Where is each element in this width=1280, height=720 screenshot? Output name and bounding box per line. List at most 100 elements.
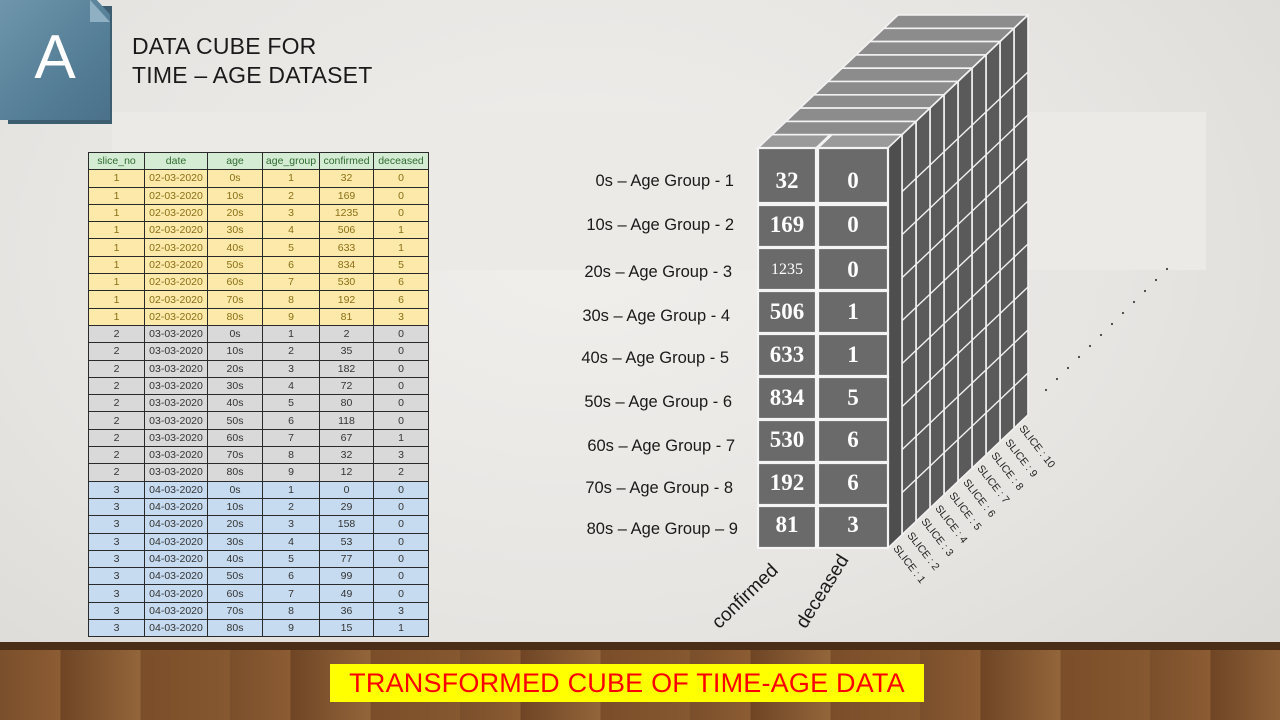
- table-cell-age-group: 7: [262, 428, 320, 448]
- cube-slice-gridline: [1013, 286, 1029, 301]
- table-cell-deceased: 1: [373, 221, 429, 240]
- table-cell-confirmed: 99: [319, 567, 374, 586]
- cube-slice-gridline: [957, 339, 973, 355]
- table-cell-age: 60s: [207, 584, 263, 603]
- cube-slice-gridline: [957, 210, 973, 226]
- cube-row-label: 10s – Age Group - 2: [586, 216, 734, 234]
- table-row: 1 02-03-2020 20s 3 1235 0: [88, 203, 429, 223]
- table-row: 1 02-03-2020 10s 2 169 0: [88, 186, 429, 205]
- section-badge: A: [0, 0, 118, 126]
- cube-deceased-value: 5: [847, 385, 859, 410]
- cube-slice-gridline: [971, 111, 987, 126]
- cube-slice-gridline: [999, 27, 1015, 43]
- data-cube: [755, 13, 1169, 550]
- table-header-row: slice_no date age age_group confirmed decease…: [88, 151, 429, 171]
- cube-slice-gridline: [943, 352, 959, 368]
- cube-slice-gridline: [985, 184, 1001, 199]
- cube-cell-confirmed: [756, 146, 818, 205]
- table-cell-deceased: 5: [373, 255, 429, 275]
- cube-confirmed-value: 81: [775, 512, 799, 537]
- table-cell-deceased: 3: [373, 307, 429, 326]
- table-cell-date: 03-03-2020: [144, 376, 208, 396]
- cube-cell-confirmed: [756, 461, 818, 507]
- cube-slice-top: [839, 54, 989, 69]
- table-header-confirmed: confirmed: [319, 151, 374, 171]
- table-cell-confirmed: 29: [319, 497, 374, 517]
- cube-cell-deceased: [816, 461, 890, 507]
- table-cell-slice-no: 3: [88, 532, 145, 551]
- cube-cell-deceased: [816, 504, 890, 550]
- cube-slice-gridline: [971, 326, 987, 341]
- cube-cell-confirmed: [756, 203, 818, 249]
- table-cell-confirmed: 32: [319, 446, 374, 465]
- table-cell-deceased: 1: [373, 238, 429, 257]
- table-cell-slice-no: 2: [88, 324, 145, 344]
- cube-slice-gridline: [985, 141, 1001, 156]
- cube-slice-gridline: [943, 395, 959, 411]
- cube-slice-gridline: [985, 313, 1001, 328]
- table-cell-age-group: 8: [262, 601, 320, 621]
- table-cell-confirmed: 81: [319, 307, 374, 326]
- floor-edge: [0, 642, 1280, 650]
- table-cell-deceased: 0: [373, 549, 429, 569]
- badge-letter: A: [34, 22, 76, 92]
- table-cell-date: 04-03-2020: [144, 619, 208, 638]
- table-row: 1 02-03-2020 50s 6 834 5: [88, 255, 429, 275]
- cube-slice-top: [769, 120, 919, 136]
- cube-slice-gridline: [943, 223, 959, 239]
- cube-slice-gridline: [901, 478, 917, 494]
- cube-slice-side: [971, 53, 987, 471]
- table-cell-slice-no: 2: [88, 359, 145, 378]
- cube-slice-gridline: [915, 336, 931, 351]
- cube-slice-gridline: [901, 220, 917, 236]
- cube-row-label: 80s – Age Group – 9: [586, 520, 738, 538]
- continuation-dot: [1143, 289, 1147, 293]
- table-row: 2 03-03-2020 50s 6 118 0: [88, 411, 429, 430]
- table-cell-confirmed: 32: [319, 169, 374, 188]
- cube-slice-gridline: [901, 435, 917, 451]
- cube-slice-gridline: [985, 227, 1001, 242]
- cube-deceased-value: 0: [847, 212, 859, 237]
- table-cell-age-group: 4: [262, 532, 320, 551]
- cube-deceased-value: 1: [847, 299, 859, 324]
- table-cell-age: 60s: [207, 428, 263, 448]
- table-cell-confirmed: 530: [319, 273, 374, 292]
- table-row: 2 03-03-2020 60s 7 67 1: [88, 428, 429, 448]
- cube-slice-gridline: [915, 293, 931, 308]
- table-row: 2 03-03-2020 40s 5 80 0: [88, 394, 429, 413]
- table-row: 2 03-03-2020 70s 8 32 3: [88, 446, 429, 465]
- table-cell-date: 03-03-2020: [144, 394, 208, 413]
- cube-slice-top: [797, 94, 947, 109]
- cube-cell-confirmed: [756, 375, 818, 421]
- table-cell-age: 80s: [207, 307, 263, 326]
- cube-slice-gridline: [929, 452, 945, 467]
- cube-cell-deceased: [816, 246, 890, 292]
- continuation-dot: [1088, 344, 1092, 348]
- table-cell-deceased: 0: [373, 342, 429, 361]
- cube-slice-gridline: [1013, 200, 1029, 215]
- continuation-dot: [1110, 322, 1114, 326]
- table-cell-date: 03-03-2020: [144, 342, 208, 361]
- continuation-dot: [1044, 388, 1048, 392]
- cube-slice-gridline: [901, 349, 917, 365]
- cube-slice-side: [999, 26, 1015, 444]
- table-cell-age-group: 3: [262, 515, 320, 534]
- table-cell-age: 50s: [207, 567, 263, 586]
- caption-banner: TRANSFORMED CUBE OF TIME-AGE DATA: [330, 664, 924, 702]
- cube-slice-gridline: [929, 409, 945, 424]
- cube-slice-gridline: [971, 154, 987, 169]
- cube-slice-gridline: [957, 124, 973, 140]
- cube-slice-gridline: [999, 385, 1015, 401]
- table-cell-age-group: 1: [262, 169, 320, 188]
- table-cell-slice-no: 2: [88, 428, 145, 448]
- cube-slice-gridline: [999, 84, 1015, 100]
- cube-slice-gridline: [929, 94, 945, 109]
- table-cell-age: 80s: [207, 463, 263, 482]
- cube-slice-gridline: [943, 137, 959, 153]
- time-age-data-table: slice_no date age age_group confirmed decease…: [88, 151, 429, 638]
- continuation-dot: [1066, 366, 1070, 370]
- table-cell-date: 04-03-2020: [144, 480, 208, 499]
- table-row: 3 04-03-2020 0s 1 0 0: [88, 480, 429, 499]
- cube-row-label: 40s – Age Group - 5: [581, 349, 729, 367]
- cube-slice-gridline: [985, 41, 1001, 56]
